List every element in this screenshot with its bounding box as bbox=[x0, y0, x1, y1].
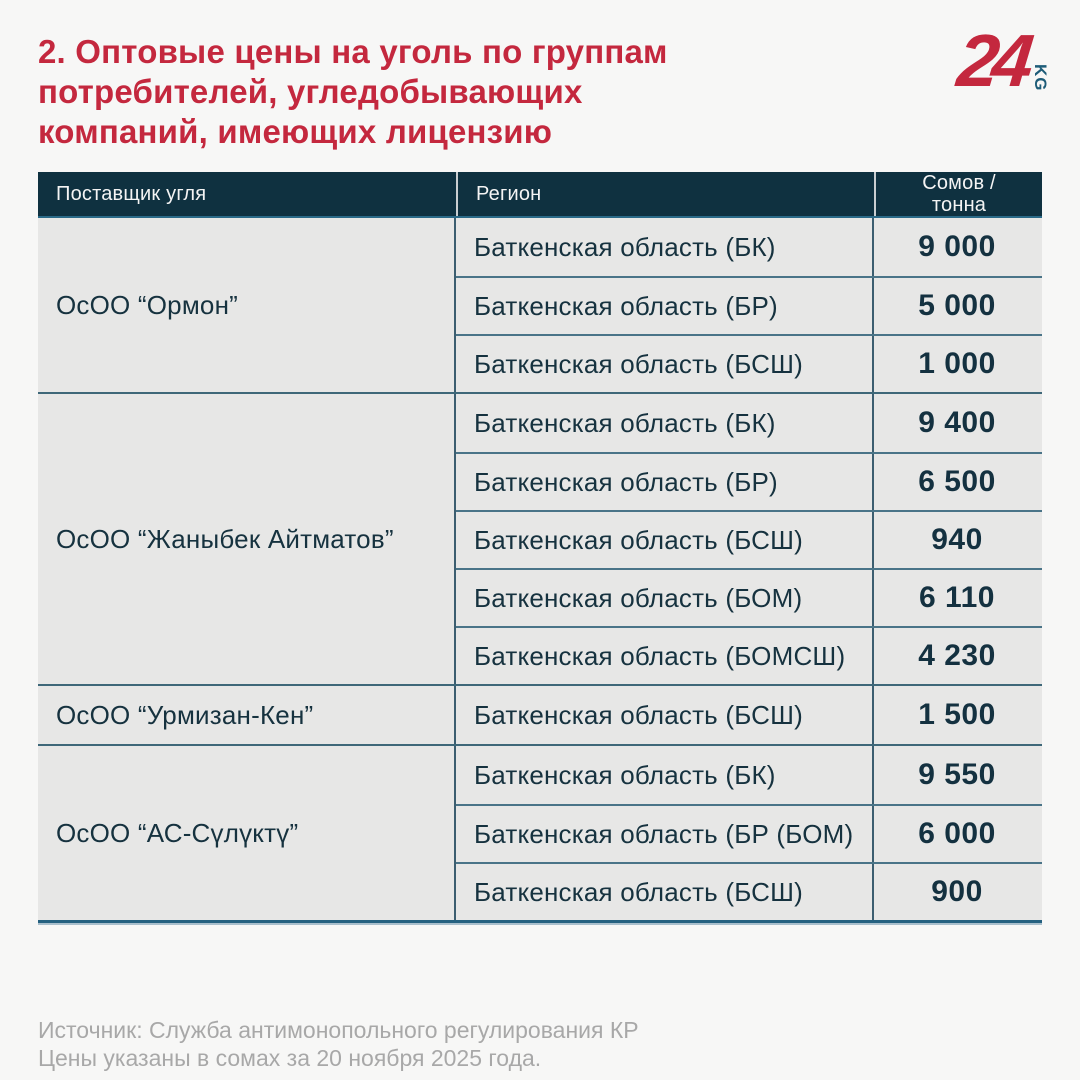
table-row: Баткенская область (БР) 6 500 bbox=[456, 452, 1042, 510]
price-cell: 6 500 bbox=[872, 454, 1040, 510]
region-cell: Баткенская область (БСШ) bbox=[474, 699, 804, 730]
supplier-cell: ОсОО “Ормон” bbox=[38, 218, 456, 392]
supplier-cell: ОсОО “АС-Сүлүктү” bbox=[38, 746, 456, 920]
table-row: Баткенская область (БК) 9 400 bbox=[456, 394, 1042, 452]
price-cell: 900 bbox=[872, 864, 1040, 920]
price-table: Поставщик угля Регион Сомов / тонна ОсОО… bbox=[38, 172, 1042, 923]
table-row: Баткенская область (БСШ) 900 bbox=[456, 862, 1042, 920]
logo-24-text: 24 bbox=[953, 19, 1031, 102]
group-rows: Баткенская область (БК) 9 400 Баткенская… bbox=[456, 394, 1042, 684]
price-cell: 4 230 bbox=[872, 628, 1040, 684]
region-cell: Баткенская область (БОМСШ) bbox=[474, 640, 846, 671]
region-cell: Баткенская область (БР) bbox=[474, 466, 778, 497]
table-row: Баткенская область (БОМ) 6 110 bbox=[456, 568, 1042, 626]
column-header-region: Регион bbox=[456, 172, 874, 216]
region-cell: Баткенская область (БР) bbox=[474, 290, 778, 321]
brand-logo-24kg-icon: 24 KG bbox=[953, 19, 1050, 102]
region-cell: Баткенская область (БСШ) bbox=[474, 876, 804, 907]
source-note: Источник: Служба антимонопольного регули… bbox=[38, 1016, 639, 1072]
table-row: Баткенская область (БСШ) 1 500 bbox=[456, 686, 1042, 744]
price-cell: 9 550 bbox=[872, 746, 1040, 804]
table-row: Баткенская область (БСШ) 1 000 bbox=[456, 334, 1042, 392]
logo-kg-text: KG bbox=[1031, 64, 1050, 92]
price-cell: 1 000 bbox=[872, 336, 1040, 392]
supplier-cell: ОсОО “Жаныбек Айтматов” bbox=[38, 394, 456, 684]
page-title-line: потребителей, угледобывающих bbox=[38, 73, 583, 110]
table-row: Баткенская область (БОМСШ) 4 230 bbox=[456, 626, 1042, 684]
supplier-group-ormon: ОсОО “Ормон” Баткенская область (БК) 9 0… bbox=[38, 218, 1042, 392]
region-cell: Баткенская область (БСШ) bbox=[474, 348, 804, 379]
price-cell: 1 500 bbox=[872, 686, 1040, 744]
date-note-line: Цены указаны в сомах за 20 ноября 2025 г… bbox=[38, 1045, 542, 1071]
region-cell: Баткенская область (БСШ) bbox=[474, 524, 804, 555]
region-cell: Баткенская область (БОМ) bbox=[474, 582, 803, 613]
price-cell: 5 000 bbox=[872, 278, 1040, 334]
page-title: 2. Оптовые цены на уголь по группам потр… bbox=[38, 32, 868, 152]
table-row: Баткенская область (БР (БОМ) 6 000 bbox=[456, 804, 1042, 862]
page-title-line: компаний, имеющих лицензию bbox=[38, 113, 553, 150]
region-cell: Баткенская область (БК) bbox=[474, 759, 776, 790]
price-cell: 6 110 bbox=[872, 570, 1040, 626]
page-title-line: 2. Оптовые цены на уголь по группам bbox=[38, 33, 668, 70]
source-line: Источник: Служба антимонопольного регули… bbox=[38, 1017, 639, 1043]
region-cell: Баткенская область (БК) bbox=[474, 407, 776, 438]
table-row: Баткенская область (БР) 5 000 bbox=[456, 276, 1042, 334]
supplier-cell: ОсОО “Урмизан-Кен” bbox=[38, 686, 456, 744]
group-rows: Баткенская область (БСШ) 1 500 bbox=[456, 686, 1042, 744]
price-cell: 9 000 bbox=[872, 218, 1040, 276]
supplier-group-urmizan-ken: ОсОО “Урмизан-Кен” Баткенская область (Б… bbox=[38, 684, 1042, 744]
table-row: Баткенская область (БК) 9 550 bbox=[456, 746, 1042, 804]
supplier-group-as-suluktu: ОсОО “АС-Сүлүктү” Баткенская область (БК… bbox=[38, 744, 1042, 920]
table-row: Баткенская область (БК) 9 000 bbox=[456, 218, 1042, 276]
column-header-supplier: Поставщик угля bbox=[56, 182, 207, 205]
table-row: Баткенская область (БСШ) 940 bbox=[456, 510, 1042, 568]
price-cell: 940 bbox=[872, 512, 1040, 568]
region-cell: Баткенская область (БК) bbox=[474, 231, 776, 262]
price-cell: 9 400 bbox=[872, 394, 1040, 452]
group-rows: Баткенская область (БК) 9 550 Баткенская… bbox=[456, 746, 1042, 920]
supplier-group-zhanybek-aitmatov: ОсОО “Жаныбек Айтматов” Баткенская облас… bbox=[38, 392, 1042, 684]
column-header-price: Сомов / тонна bbox=[874, 172, 1042, 216]
price-cell: 6 000 bbox=[872, 806, 1040, 862]
table-header-row: Поставщик угля Регион Сомов / тонна bbox=[38, 172, 1042, 218]
group-rows: Баткенская область (БК) 9 000 Баткенская… bbox=[456, 218, 1042, 392]
region-cell: Баткенская область (БР (БОМ) bbox=[474, 818, 854, 849]
